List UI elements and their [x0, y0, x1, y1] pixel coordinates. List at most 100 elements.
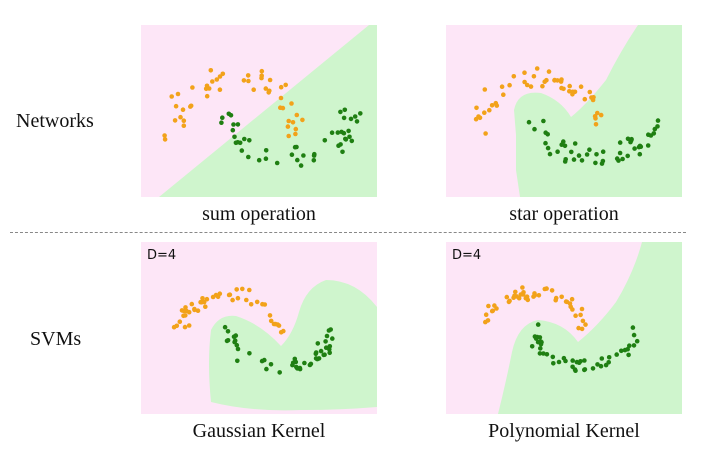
- green-point: [318, 348, 324, 354]
- green-point: [598, 363, 604, 369]
- orange-point: [507, 298, 512, 304]
- orange-point: [180, 107, 186, 112]
- panel-star-svg: [446, 25, 682, 197]
- orange-point: [262, 302, 268, 307]
- green-point: [247, 138, 252, 143]
- green-point: [330, 336, 335, 341]
- panel-sum-operation: [141, 25, 377, 197]
- orange-point: [564, 299, 570, 305]
- orange-point: [278, 105, 283, 110]
- orange-point: [561, 86, 566, 92]
- orange-point: [518, 292, 524, 297]
- green-point: [235, 346, 241, 352]
- orange-point: [493, 100, 499, 106]
- green-point: [537, 351, 543, 356]
- orange-point: [546, 69, 552, 74]
- green-point: [606, 355, 612, 360]
- green-point: [295, 157, 300, 163]
- orange-point: [549, 288, 555, 293]
- orange-point: [204, 296, 210, 302]
- green-point: [228, 113, 234, 118]
- green-point: [326, 328, 332, 333]
- green-point: [339, 129, 344, 135]
- caption-sum-operation: sum operation: [202, 203, 316, 225]
- green-point: [292, 356, 298, 362]
- orange-points: [162, 68, 305, 142]
- green-point: [348, 116, 354, 122]
- orange-point: [593, 122, 599, 127]
- green-point: [232, 338, 238, 343]
- green-point: [235, 140, 240, 145]
- orange-point: [487, 107, 492, 113]
- green-point: [354, 119, 360, 124]
- green-point: [298, 163, 304, 168]
- orange-point: [511, 74, 517, 79]
- green-point: [570, 358, 575, 363]
- orange-point: [580, 318, 586, 324]
- orange-point: [263, 86, 269, 91]
- orange-point: [244, 297, 249, 303]
- green-point: [582, 358, 587, 363]
- green-point: [338, 142, 343, 147]
- orange-point: [544, 77, 549, 83]
- orange-point: [245, 73, 251, 78]
- green-point: [627, 343, 632, 348]
- orange-point: [528, 84, 534, 89]
- orange-point: [569, 296, 575, 302]
- green-point: [256, 157, 262, 163]
- orange-point: [192, 306, 197, 312]
- green-point: [358, 111, 363, 116]
- orange-point: [235, 295, 241, 301]
- orange-point: [184, 308, 189, 314]
- orange-point: [267, 88, 272, 94]
- green-point: [322, 138, 328, 143]
- green-point: [347, 134, 352, 140]
- green-point: [574, 359, 580, 365]
- orange-point: [189, 301, 195, 307]
- row-label-svms: SVMs: [30, 328, 82, 350]
- orange-point: [482, 110, 487, 115]
- green-point: [578, 359, 583, 364]
- green-point: [341, 115, 347, 121]
- orange-point: [175, 91, 181, 97]
- orange-point: [501, 92, 506, 97]
- orange-point: [576, 325, 581, 331]
- orange-point: [177, 319, 183, 324]
- green-point: [556, 359, 562, 365]
- green-point: [617, 150, 623, 156]
- green-point: [335, 130, 341, 135]
- orange-point: [234, 287, 239, 292]
- orange-point: [579, 306, 585, 312]
- green-point: [324, 333, 330, 339]
- orange-point: [489, 103, 495, 108]
- green-point: [239, 148, 245, 153]
- orange-point: [286, 118, 291, 124]
- orange-point: [492, 303, 497, 308]
- green-point: [311, 153, 317, 158]
- orange-point: [499, 84, 505, 89]
- green-point: [340, 149, 345, 155]
- green-point: [315, 341, 321, 346]
- orange-point: [532, 291, 537, 296]
- green-point: [550, 354, 556, 360]
- green-point: [625, 153, 630, 159]
- green-point: [547, 151, 553, 157]
- panel-star-operation: [446, 25, 682, 197]
- orange-point: [583, 322, 588, 327]
- green-point: [313, 350, 319, 355]
- green-point: [342, 107, 348, 113]
- orange-point: [241, 78, 247, 83]
- panel-sum-svg: [141, 25, 377, 197]
- green-point: [297, 365, 303, 371]
- green-point: [570, 364, 575, 370]
- green-point: [532, 126, 537, 132]
- orange-point: [214, 77, 220, 82]
- orange-point: [278, 330, 284, 335]
- orange-point: [293, 131, 298, 137]
- green-point: [569, 149, 574, 155]
- orange-point: [186, 323, 192, 328]
- green-point: [562, 143, 568, 149]
- orange-point: [195, 308, 201, 313]
- orange-point: [536, 293, 542, 298]
- green-point: [343, 137, 349, 142]
